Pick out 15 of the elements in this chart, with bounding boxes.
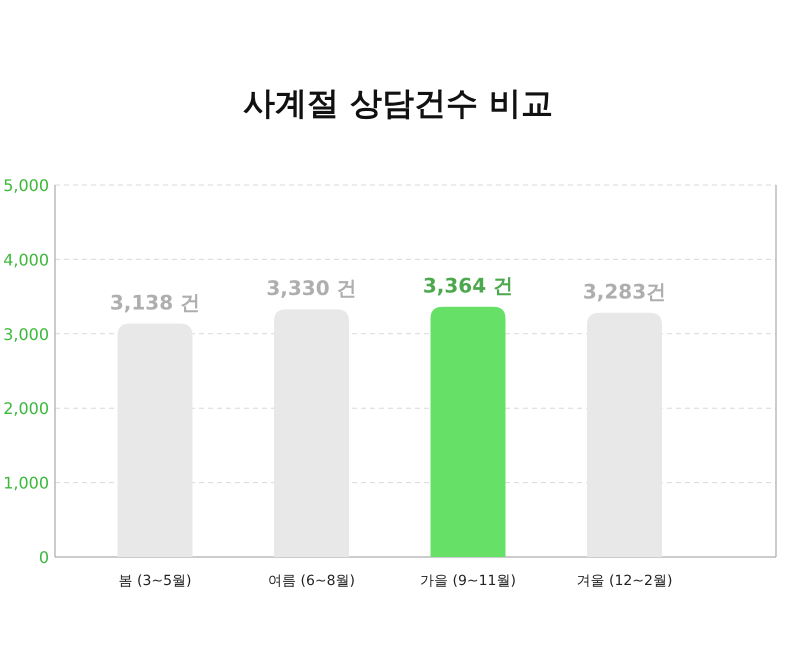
y-tick-label: 0 bbox=[38, 548, 49, 567]
y-tick-label: 3,000 bbox=[3, 324, 49, 344]
data-label: 3,364 건 bbox=[422, 274, 514, 298]
chart-title: 사계절 상담건수 비교 bbox=[242, 84, 554, 122]
x-tick-label: 여름 (6~8월) bbox=[268, 573, 355, 589]
x-tick-label: 가을 (9~11월) bbox=[420, 573, 516, 589]
data-label: 3,330 건 bbox=[266, 276, 357, 300]
y-tick-label: 5,000 bbox=[3, 176, 49, 195]
x-tick-label: 겨울 (12~2월) bbox=[576, 573, 672, 589]
x-tick-label: 봄 (3~5월) bbox=[118, 573, 192, 589]
y-tick-label: 2,000 bbox=[3, 399, 49, 418]
data-label: 3,283건 bbox=[582, 280, 666, 304]
data-label: 3,138 건 bbox=[110, 290, 200, 315]
y-tick-label: 4,000 bbox=[3, 250, 49, 270]
y-tick-label: 1,000 bbox=[3, 474, 49, 493]
